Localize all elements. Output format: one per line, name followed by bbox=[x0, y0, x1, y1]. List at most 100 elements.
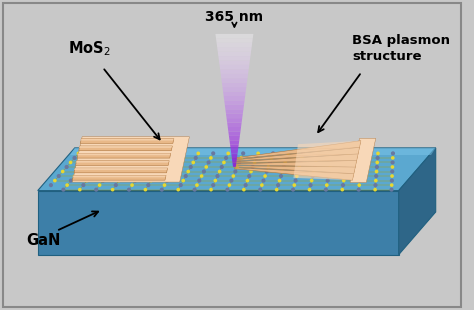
Point bbox=[329, 151, 337, 156]
Point bbox=[294, 169, 302, 174]
Point bbox=[296, 165, 303, 170]
Point bbox=[191, 187, 199, 192]
Point bbox=[145, 183, 152, 188]
Polygon shape bbox=[293, 172, 354, 180]
Polygon shape bbox=[297, 141, 361, 150]
Point bbox=[218, 165, 226, 170]
Point bbox=[311, 165, 319, 170]
Polygon shape bbox=[73, 137, 190, 182]
Polygon shape bbox=[70, 148, 436, 155]
Polygon shape bbox=[235, 154, 358, 163]
Polygon shape bbox=[38, 191, 399, 255]
Point bbox=[71, 174, 78, 179]
Point bbox=[388, 183, 395, 188]
Polygon shape bbox=[230, 145, 239, 149]
Point bbox=[226, 183, 233, 188]
Polygon shape bbox=[220, 69, 249, 74]
Point bbox=[236, 160, 243, 165]
Point bbox=[210, 151, 217, 156]
Polygon shape bbox=[77, 153, 171, 155]
Point bbox=[109, 187, 117, 192]
Point bbox=[63, 165, 71, 170]
Point bbox=[153, 169, 161, 174]
Point bbox=[258, 183, 265, 188]
Point bbox=[344, 151, 352, 156]
Point bbox=[86, 155, 93, 160]
Point bbox=[125, 165, 132, 170]
Point bbox=[277, 174, 285, 179]
Polygon shape bbox=[229, 140, 239, 145]
Point bbox=[374, 155, 382, 160]
Polygon shape bbox=[350, 138, 376, 183]
Point bbox=[71, 155, 78, 160]
Point bbox=[90, 151, 97, 156]
Point bbox=[358, 160, 366, 165]
Point bbox=[96, 183, 103, 188]
Point bbox=[162, 155, 169, 160]
Point bbox=[276, 178, 283, 183]
Point bbox=[98, 160, 105, 165]
Point bbox=[118, 174, 126, 179]
Point bbox=[55, 174, 63, 179]
Point bbox=[356, 174, 364, 179]
Point bbox=[146, 155, 154, 160]
Point bbox=[82, 160, 90, 165]
Point bbox=[339, 183, 347, 188]
Polygon shape bbox=[223, 91, 246, 96]
Polygon shape bbox=[215, 34, 254, 38]
Point bbox=[172, 165, 179, 170]
Point bbox=[324, 178, 331, 183]
Point bbox=[78, 165, 86, 170]
Polygon shape bbox=[80, 139, 174, 143]
Point bbox=[193, 183, 201, 188]
Polygon shape bbox=[294, 167, 355, 174]
Point bbox=[340, 178, 347, 183]
Point bbox=[341, 174, 348, 179]
Point bbox=[125, 187, 133, 192]
Point bbox=[92, 187, 100, 192]
Polygon shape bbox=[219, 60, 250, 65]
Point bbox=[326, 169, 333, 174]
Point bbox=[268, 155, 275, 160]
Point bbox=[355, 187, 363, 192]
Point bbox=[216, 169, 223, 174]
Point bbox=[174, 187, 182, 192]
Point bbox=[187, 165, 194, 170]
Point bbox=[282, 160, 289, 165]
Point bbox=[128, 160, 136, 165]
Point bbox=[373, 169, 380, 174]
Point bbox=[140, 165, 148, 170]
Text: BSA plasmon
structure: BSA plasmon structure bbox=[352, 34, 450, 63]
Point bbox=[388, 187, 395, 192]
Point bbox=[244, 178, 251, 183]
Point bbox=[371, 187, 379, 192]
Point bbox=[224, 187, 231, 192]
Point bbox=[180, 178, 187, 183]
Point bbox=[142, 187, 149, 192]
Point bbox=[374, 151, 382, 156]
Polygon shape bbox=[222, 87, 246, 91]
Polygon shape bbox=[79, 146, 173, 151]
Polygon shape bbox=[226, 109, 244, 114]
Polygon shape bbox=[225, 105, 244, 109]
Point bbox=[67, 160, 74, 165]
Point bbox=[279, 169, 286, 174]
Point bbox=[373, 174, 380, 179]
Point bbox=[372, 183, 379, 188]
Point bbox=[180, 151, 187, 156]
Polygon shape bbox=[231, 153, 237, 158]
Polygon shape bbox=[235, 168, 354, 180]
Point bbox=[166, 174, 173, 179]
Point bbox=[239, 151, 247, 156]
Polygon shape bbox=[217, 43, 252, 47]
Point bbox=[174, 160, 182, 165]
Point bbox=[190, 160, 197, 165]
Point bbox=[298, 155, 306, 160]
Point bbox=[198, 174, 205, 179]
Point bbox=[269, 151, 277, 156]
Polygon shape bbox=[75, 161, 169, 163]
Point bbox=[249, 165, 256, 170]
Point bbox=[116, 155, 124, 160]
Text: 365 nm: 365 nm bbox=[205, 10, 264, 24]
Point bbox=[356, 183, 363, 188]
